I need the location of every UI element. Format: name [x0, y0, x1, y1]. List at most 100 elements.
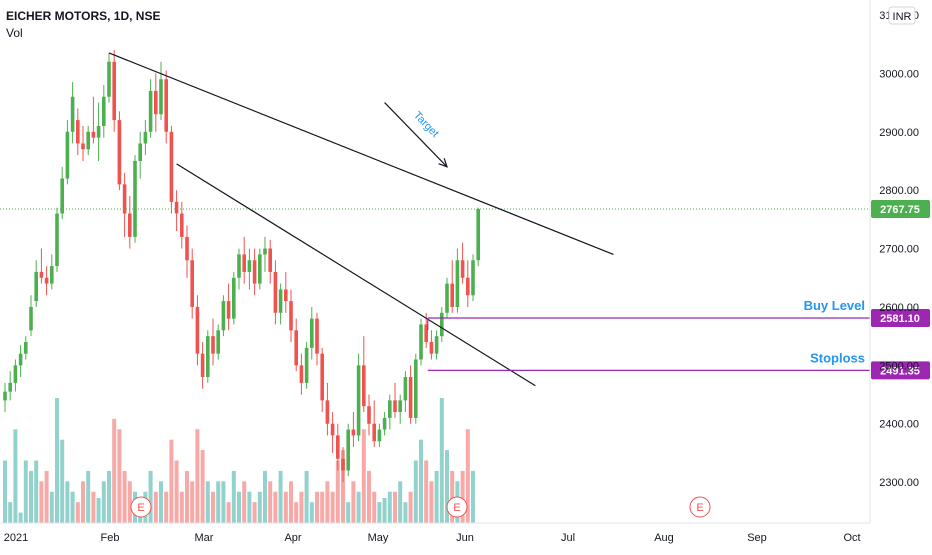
- volume-bar: [195, 429, 200, 523]
- volume-bar: [242, 481, 247, 523]
- candle-body: [154, 90, 158, 115]
- target-arrow-head: [438, 158, 448, 168]
- volume-bar: [75, 502, 80, 523]
- volume-bar: [70, 491, 75, 523]
- y-tick-label: 2900.00: [879, 127, 919, 139]
- level-price-text-1: 2491.35: [880, 365, 920, 377]
- volume-label[interactable]: Vol: [6, 26, 23, 40]
- y-tick-label: 3000.00: [879, 68, 919, 80]
- volume-bar: [393, 491, 397, 523]
- volume-bar: [49, 491, 54, 523]
- candle-body: [112, 61, 116, 121]
- candle-body: [273, 271, 278, 313]
- candle-body: [8, 382, 12, 392]
- volume-bar: [179, 491, 184, 523]
- candle-body: [148, 90, 153, 132]
- volume-bar: [39, 481, 44, 523]
- candle-body: [424, 324, 428, 342]
- volume-bar: [127, 481, 132, 523]
- volume-bar: [356, 491, 361, 523]
- volume-bar: [3, 460, 7, 523]
- volume-bar: [341, 450, 345, 523]
- volume-bar: [55, 398, 59, 523]
- volume-bar: [299, 491, 304, 523]
- trendline-lower: [176, 163, 536, 387]
- volume-bar: [263, 470, 267, 523]
- volume-bar: [315, 491, 319, 523]
- candle-body: [450, 283, 454, 307]
- volume-bar: [382, 498, 387, 523]
- y-tick-label: 2300.00: [879, 477, 919, 489]
- candle-body: [180, 213, 184, 237]
- x-tick-label: Jun: [456, 532, 474, 544]
- candle-body: [252, 260, 257, 284]
- candle-body: [466, 277, 470, 296]
- last-price-tag: [871, 200, 930, 219]
- candle-body: [18, 353, 23, 366]
- candle-body: [159, 79, 163, 115]
- symbol-title[interactable]: EICHER MOTORS, 1D, NSE: [6, 9, 161, 23]
- y-tick-label: 2700.00: [879, 244, 919, 256]
- volume-bar: [13, 429, 18, 523]
- candle-body: [445, 283, 449, 313]
- candle-body: [190, 260, 194, 307]
- volume-bar: [91, 491, 96, 523]
- volume-bar: [471, 470, 475, 523]
- candle-body: [455, 260, 460, 307]
- volume-bar: [185, 470, 189, 523]
- level-price-tag-0: [871, 308, 930, 327]
- volume-bar: [387, 491, 392, 523]
- chart-header: EICHER MOTORS, 1D, NSE Vol: [6, 8, 160, 42]
- candle-body: [398, 400, 402, 413]
- candle-body: [367, 406, 371, 424]
- volume-bar: [351, 481, 356, 523]
- volume-bar: [320, 491, 325, 523]
- candle-body: [122, 184, 127, 214]
- currency-badge-text: INR: [893, 11, 912, 23]
- volume-bar: [101, 481, 106, 523]
- x-tick-label: Aug: [654, 532, 674, 544]
- volume-bar: [335, 460, 340, 523]
- candle-body: [55, 213, 59, 267]
- axes: 2300.00 2400.00 2500.00 2600.00 2700.00 2800.…: [0, 0, 919, 544]
- volume-bar: [221, 481, 226, 523]
- candle-body: [294, 330, 298, 366]
- candle-body: [232, 277, 236, 319]
- volume-bar: [44, 470, 49, 523]
- volume-bar: [18, 512, 23, 523]
- candle-body: [96, 125, 101, 138]
- volume-bar: [273, 491, 278, 523]
- candle-body: [284, 289, 288, 302]
- candle-body: [362, 365, 366, 407]
- level-label-1: Stoploss: [810, 350, 865, 365]
- candle-body: [206, 336, 210, 378]
- candle-body: [320, 353, 324, 401]
- candle-body: [29, 306, 33, 331]
- volume-bar: [309, 502, 314, 523]
- volume-bar: [174, 460, 179, 523]
- candle-body: [351, 429, 356, 436]
- volume-bar: [65, 481, 70, 523]
- volume-bar: [361, 429, 366, 523]
- x-tick-label: 2021: [4, 532, 28, 544]
- volume-bar: [252, 502, 257, 523]
- volume-bar: [153, 491, 158, 523]
- y-tick-label: 2400.00: [879, 419, 919, 431]
- volume-bar: [86, 470, 91, 523]
- candle-body: [39, 271, 44, 278]
- candle-body: [403, 377, 408, 401]
- candle-body: [70, 96, 75, 132]
- candle-body: [102, 96, 106, 126]
- candle-body: [304, 347, 309, 383]
- candle-body: [388, 400, 392, 418]
- volume-bar: [424, 460, 429, 523]
- candle-body: [138, 143, 142, 161]
- candle-body: [460, 260, 465, 278]
- candle-body: [372, 423, 376, 442]
- candle-body: [24, 341, 28, 354]
- volume-bar: [283, 491, 288, 523]
- y-tick-label: 2800.00: [879, 185, 919, 197]
